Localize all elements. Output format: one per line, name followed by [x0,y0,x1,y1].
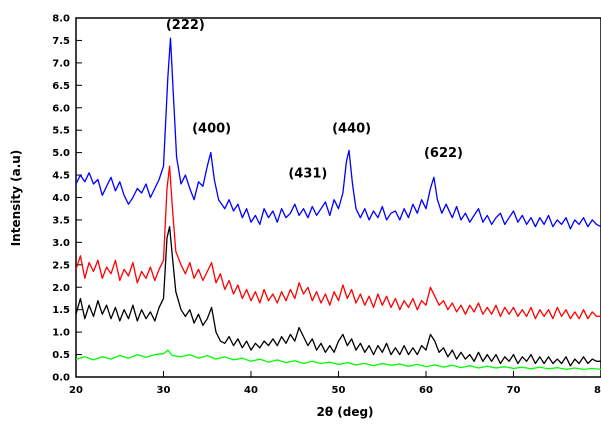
y-tick-label: 1.0 [52,328,70,339]
y-tick-label: 6.0 [52,103,70,114]
y-axis-label: Intensity (a.u) [9,150,23,247]
y-tick-label: 8.0 [52,14,70,25]
y-tick-label: 7.0 [52,58,70,69]
y-tick-label: 0.0 [52,373,70,384]
y-tick-label: 4.0 [52,193,70,204]
y-tick-label: 5.0 [52,148,70,159]
x-axis-label: 2θ (deg) [316,405,373,419]
y-tick-label: 3.5 [52,215,70,226]
x-tick-label: 60 [419,385,433,396]
y-tick-label: 5.5 [52,126,70,137]
peak-annotation: (440) [332,121,371,136]
x-tick-label: 80 [594,385,601,396]
x-tick-label: 70 [507,385,521,396]
series-layer [75,37,601,371]
y-tick-label: 2.0 [52,283,70,294]
series-line-373K [75,226,601,367]
x-tick-label: 50 [332,385,346,396]
series-line-473K [75,165,601,320]
peak-annotation: (431) [288,166,327,181]
x-tick-label: 40 [244,385,258,396]
peak-annotation: (400) [192,121,231,136]
plot-frame [75,17,601,378]
y-tick-label: 1.5 [52,305,70,316]
y-tick-label: 7.5 [52,36,70,47]
series-line-300K [75,349,601,371]
y-tick-label: 2.5 [52,260,70,271]
peak-annotation: (222) [166,18,205,33]
peak-annotation: (622) [424,146,463,161]
peak-annotations: (222) (400) (431) (440) (622) [166,18,463,181]
x-tick-label: 20 [69,385,83,396]
y-tick-label: 6.5 [52,81,70,92]
y-tick-label: 0.5 [52,350,70,361]
y-tick-label: 4.5 [52,171,70,182]
y-tick-label: 3.0 [52,238,70,249]
series-line-573K [75,37,601,230]
x-axis-ticks: 20 30 40 50 60 70 80 [69,371,601,396]
y-axis-ticks: 0.0 0.5 1.0 1.5 2.0 2.5 3.0 3.5 4.0 4.5 5.0 5.5 6.0 6… [52,14,82,384]
x-tick-label: 30 [157,385,171,396]
